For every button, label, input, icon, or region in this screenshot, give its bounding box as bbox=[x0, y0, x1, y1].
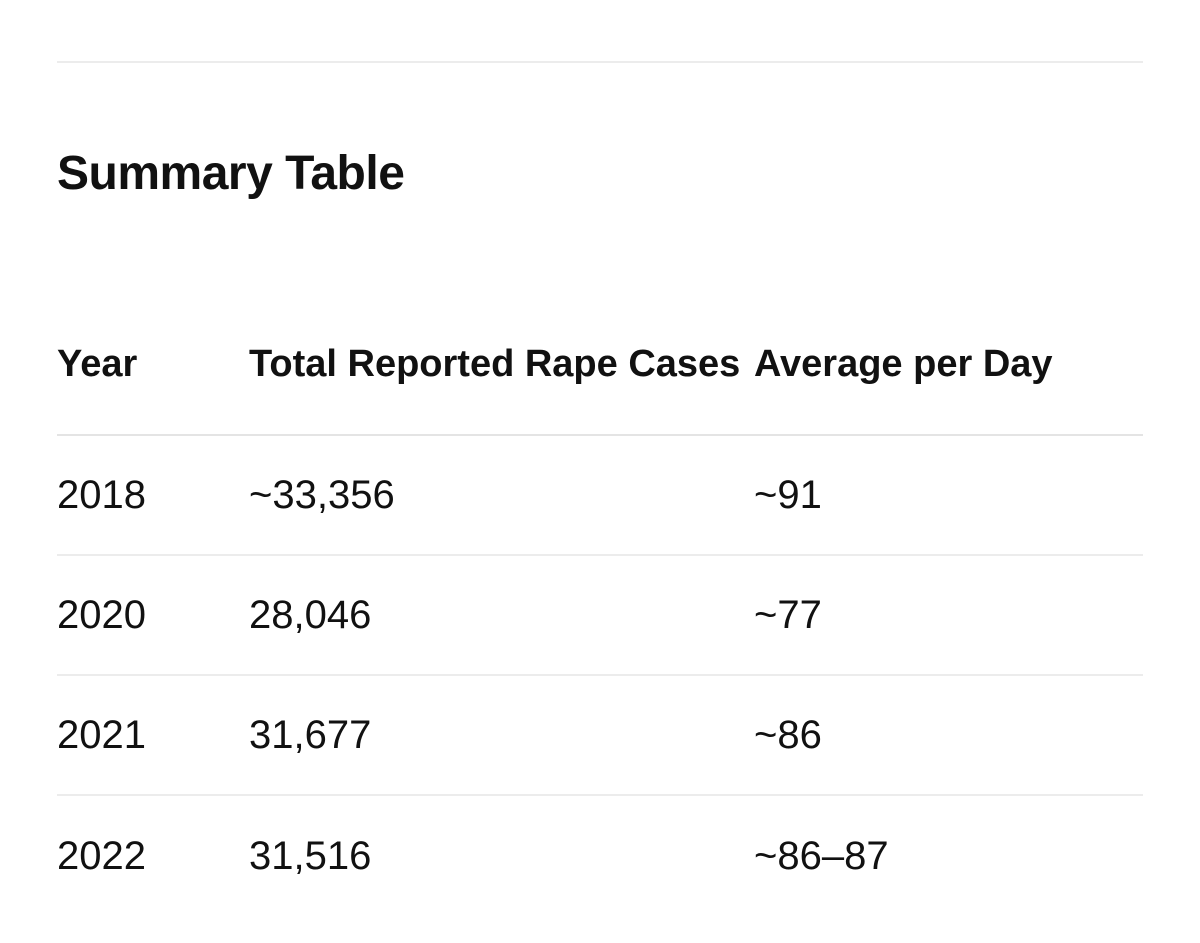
cell-total-cases: ~33,356 bbox=[249, 473, 395, 517]
cell-average-per-day: ~86–87 bbox=[754, 834, 889, 878]
table-row: 2022 31,516 ~86–87 bbox=[57, 796, 1143, 916]
cell-year: 2018 bbox=[57, 473, 146, 517]
cell-year: 2022 bbox=[57, 834, 146, 878]
table-row: 2018 ~33,356 ~91 bbox=[57, 436, 1143, 556]
cell-total-cases: 28,046 bbox=[249, 593, 372, 637]
column-header-year: Year bbox=[57, 343, 138, 385]
column-header-average-per-day: Average per Day bbox=[754, 343, 1053, 385]
cell-year: 2021 bbox=[57, 713, 146, 757]
section-title: Summary Table bbox=[57, 147, 405, 200]
table-row: 2020 28,046 ~77 bbox=[57, 556, 1143, 676]
cell-total-cases: 31,516 bbox=[249, 834, 372, 878]
top-divider bbox=[57, 61, 1143, 63]
cell-average-per-day: ~77 bbox=[754, 593, 822, 637]
cell-year: 2020 bbox=[57, 593, 146, 637]
cell-average-per-day: ~86 bbox=[754, 713, 822, 757]
summary-table: Year Total Reported Rape Cases Average p… bbox=[57, 278, 1143, 916]
table-row: 2021 31,677 ~86 bbox=[57, 676, 1143, 796]
table-header-row: Year Total Reported Rape Cases Average p… bbox=[57, 278, 1143, 436]
cell-total-cases: 31,677 bbox=[249, 713, 372, 757]
cell-average-per-day: ~91 bbox=[754, 473, 822, 517]
column-header-total-cases: Total Reported Rape Cases bbox=[249, 343, 741, 385]
